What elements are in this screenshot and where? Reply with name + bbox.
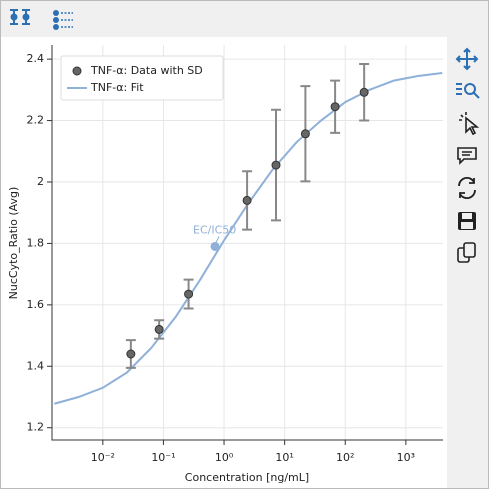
x-tick-label: 10⁻² [91, 451, 115, 464]
save-icon[interactable] [458, 212, 476, 230]
y-tick-label: 2.2 [27, 114, 45, 127]
data-point [126, 349, 136, 359]
ec50-label: EC/IC50 [193, 223, 236, 236]
data-point [242, 195, 252, 205]
legend-marker [72, 66, 82, 76]
zoom-icon[interactable] [456, 83, 480, 99]
x-tick-label: 10⁻¹ [151, 451, 175, 464]
ec50-pointer [215, 236, 220, 243]
y-tick-label: 1.8 [27, 236, 45, 249]
legend-toggle-icon[interactable] [53, 10, 73, 30]
y-tick-label: 2 [37, 175, 44, 188]
legend-label: TNF-α: Fit [90, 81, 144, 94]
legend-label: TNF-α: Data with SD [90, 64, 203, 77]
data-point [359, 87, 369, 97]
axes [51, 45, 443, 441]
select-icon[interactable] [459, 112, 480, 136]
reset-icon[interactable] [458, 176, 476, 200]
errorbar-toggle-icon[interactable] [10, 9, 30, 25]
x-axis-label: Concentration [ng/mL] [185, 471, 309, 484]
x-tick-label: 10³ [397, 451, 415, 464]
y-axis-label: NucCyto_Ratio (Avg) [7, 187, 20, 300]
data-point [330, 102, 340, 112]
legend-box [60, 55, 224, 101]
copy-icon[interactable] [457, 242, 476, 263]
x-tick-label: 10⁰ [215, 451, 234, 464]
x-tick-label: 10¹ [275, 451, 293, 464]
data-point [271, 160, 281, 170]
data-point [300, 129, 310, 139]
data-point [154, 324, 164, 334]
y-tick-label: 1.4 [27, 359, 45, 372]
y-tick-label: 1.2 [27, 421, 45, 434]
y-tick-label: 2.4 [27, 52, 45, 65]
pan-icon[interactable] [455, 47, 479, 71]
annotate-icon[interactable] [457, 147, 477, 165]
x-tick-label: 10² [336, 451, 354, 464]
top-toolbar [1, 1, 488, 37]
data-point [184, 289, 194, 299]
ec50-point [210, 241, 220, 251]
y-tick-label: 1.6 [27, 298, 45, 311]
